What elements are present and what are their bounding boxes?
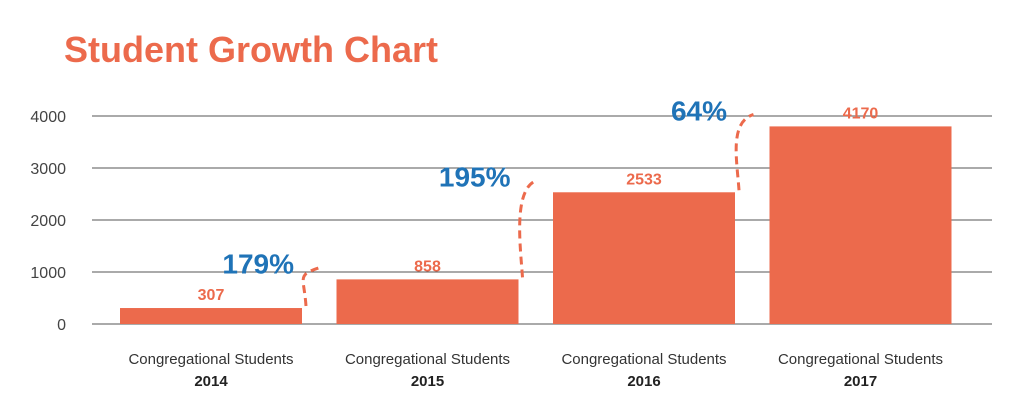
x-category-label: Congregational Students bbox=[561, 351, 726, 368]
x-category-label: Congregational Students bbox=[778, 351, 943, 368]
growth-connectors: 179% 195% 64% bbox=[222, 95, 755, 307]
bar-2015 bbox=[336, 279, 519, 324]
y-axis: 0 1000 2000 3000 4000 bbox=[30, 109, 66, 334]
y-tick-label: 3000 bbox=[30, 161, 66, 178]
data-label: 4170 bbox=[843, 105, 879, 122]
bar-2017 bbox=[769, 126, 952, 325]
bar-2016 bbox=[553, 192, 735, 324]
growth-connector bbox=[518, 178, 538, 278]
bar-2014 bbox=[120, 308, 302, 324]
x-category-label: Congregational Students bbox=[128, 351, 293, 368]
growth-connector bbox=[734, 112, 755, 191]
growth-label: 179% bbox=[222, 248, 294, 279]
x-tick-label: 2014 bbox=[194, 373, 228, 390]
x-axis: Congregational Students 2014 Congregationa… bbox=[128, 351, 943, 390]
data-label: 858 bbox=[414, 258, 441, 275]
data-label: 2533 bbox=[626, 171, 662, 188]
y-tick-label: 4000 bbox=[30, 109, 66, 126]
x-tick-label: 2016 bbox=[627, 373, 660, 390]
y-tick-label: 1000 bbox=[30, 265, 66, 282]
chart-title: Student Growth Chart bbox=[64, 29, 438, 70]
growth-label: 195% bbox=[439, 161, 511, 192]
x-tick-label: 2015 bbox=[411, 373, 444, 390]
growth-connector bbox=[301, 265, 321, 307]
x-category-label: Congregational Students bbox=[345, 351, 510, 368]
y-tick-label: 2000 bbox=[30, 213, 66, 230]
bars: 307 858 2533 4170 bbox=[120, 105, 952, 325]
data-label: 307 bbox=[198, 287, 225, 304]
x-tick-label: 2017 bbox=[844, 373, 877, 390]
y-tick-label: 0 bbox=[57, 317, 66, 334]
growth-label: 64% bbox=[671, 95, 727, 126]
